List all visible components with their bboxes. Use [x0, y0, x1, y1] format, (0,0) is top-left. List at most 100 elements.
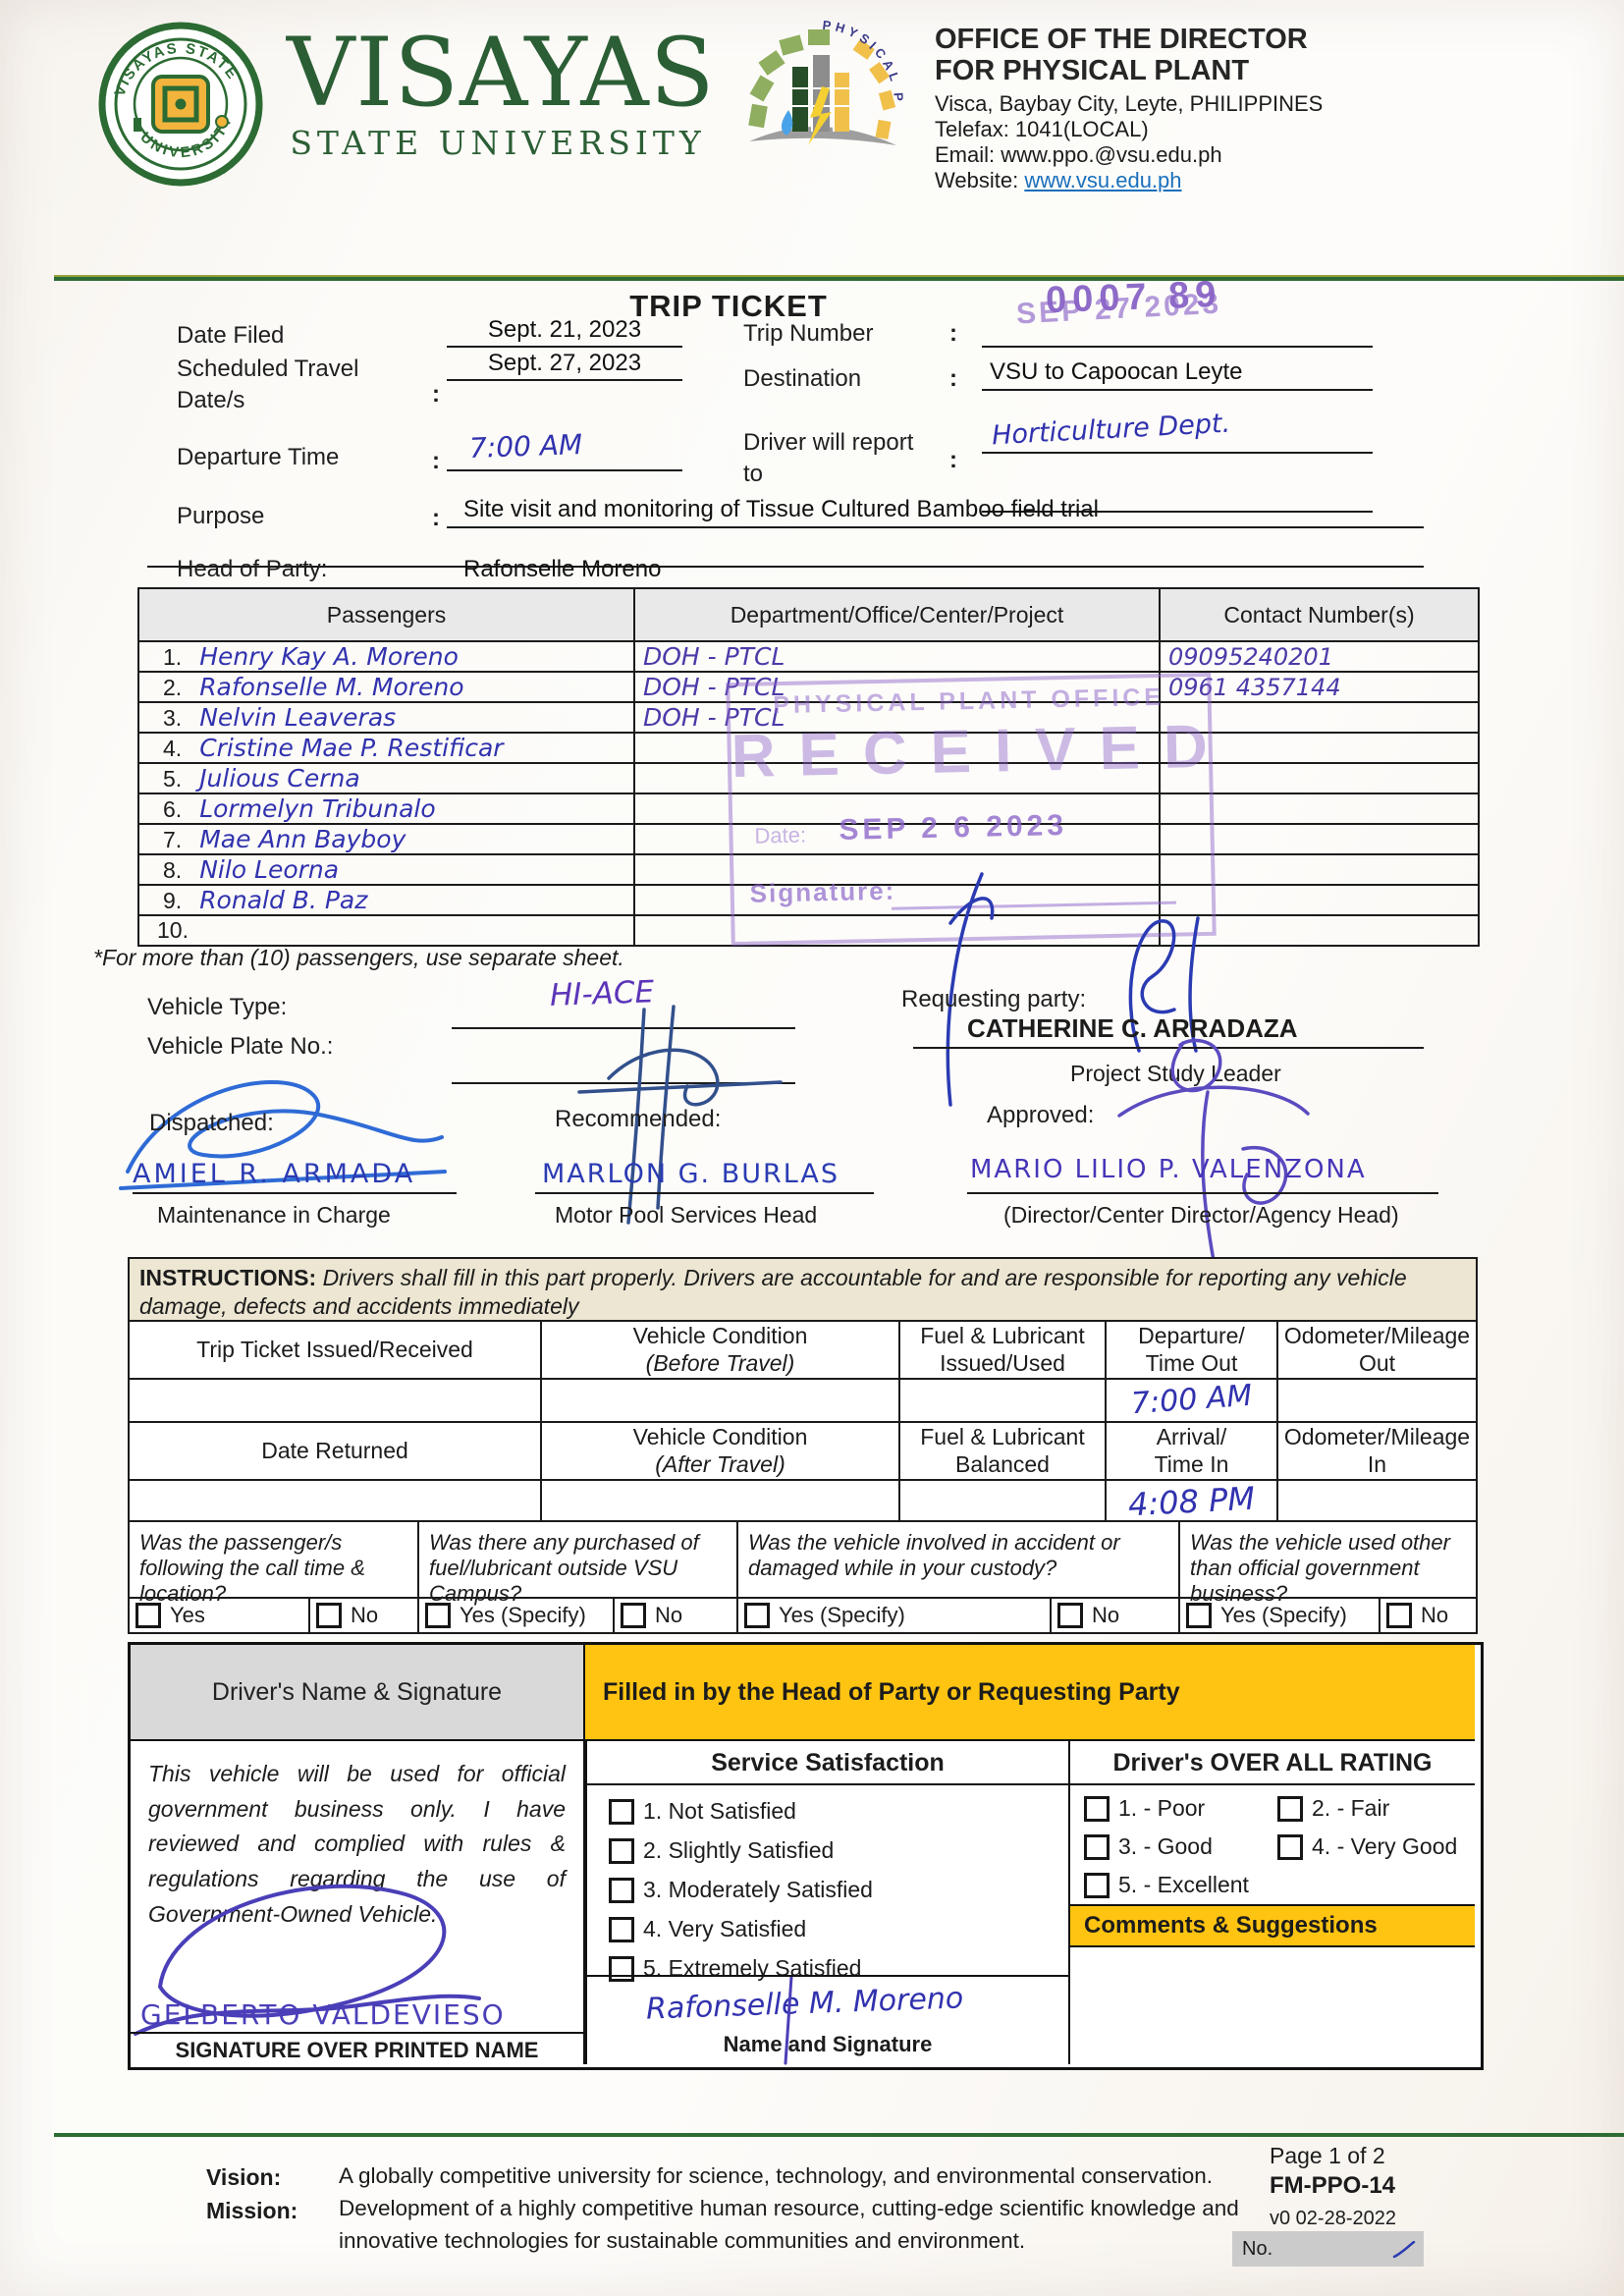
instructions-title: INSTRUCTIONS:: [139, 1265, 317, 1290]
cell-empty: [898, 1378, 1107, 1424]
checkbox-yes[interactable]: [1186, 1603, 1212, 1628]
arrival-in-value: 4:08 PM: [1127, 1479, 1256, 1524]
answer-yes: Yes: [130, 1599, 310, 1632]
rating-option: 3. - Good: [1084, 1833, 1277, 1860]
cell-empty: [898, 1479, 1107, 1525]
driver-printed-name: GELBERTO VALDEVIESO: [140, 1998, 506, 2031]
header-departure-time-out: Departure/Time Out: [1105, 1319, 1278, 1381]
form-version: v0 02-28-2022: [1270, 2208, 1396, 2229]
cell-department: [633, 914, 1161, 947]
rating-option: 4. - Very Good: [1277, 1833, 1471, 1860]
passenger-contact: 09095240201: [1168, 642, 1333, 671]
report-line: [982, 452, 1373, 454]
cell-departure-value: 7:00 AM: [1105, 1378, 1278, 1424]
form-code: FM-PPO-14: [1270, 2172, 1396, 2199]
cell-department: DOH - PTCL: [633, 640, 1161, 673]
question-answers: Yes (Specify) No: [1180, 1597, 1476, 1632]
rating-option: 5. - Excellent: [1084, 1872, 1277, 1898]
option-label: 1. - Poor: [1118, 1795, 1206, 1821]
question-group-fuel-purchase: Was there any purchased of fuel/lubrican…: [419, 1522, 738, 1632]
checkbox-slightly-satisfied[interactable]: [609, 1837, 634, 1864]
dispatched-name: AMIEL R. ARMADA: [133, 1159, 416, 1189]
passenger-dept: DOH - PTCL: [643, 703, 785, 732]
passenger-contact: 0961 4357144: [1168, 673, 1341, 701]
cell-empty: [128, 1479, 542, 1525]
approved-line: [967, 1192, 1438, 1194]
checkbox-no[interactable]: [316, 1603, 342, 1628]
col-header-passengers: Passengers: [137, 587, 635, 642]
passenger-name: Rafonselle M. Moreno: [199, 673, 464, 701]
satisfaction-option: 4. Very Satisfied: [609, 1916, 1068, 1942]
website-label: Website:: [935, 167, 1019, 192]
questions-table: Was the passenger/s following the call t…: [128, 1520, 1478, 1634]
page-number: Page 1 of 2: [1270, 2143, 1385, 2168]
head-of-party-label: Head of Party:: [177, 556, 328, 582]
email-value: www.ppo.@vsu.edu.ph: [1001, 141, 1222, 167]
party-name-divider: [587, 1975, 1068, 1977]
checkbox-moderately-satisfied[interactable]: [609, 1877, 634, 1903]
checkbox-excellent[interactable]: [1084, 1872, 1110, 1898]
office-info-block: OFFICE OF THE DIRECTOR FOR PHYSICAL PLAN…: [935, 24, 1485, 193]
checkbox-good[interactable]: [1084, 1833, 1110, 1860]
cell-contact: [1159, 823, 1480, 855]
log-data-row-in: 4:08 PM: [128, 1479, 1478, 1525]
checkbox-not-satisfied[interactable]: [609, 1798, 634, 1825]
passenger-name: Nelvin Leaveras: [199, 703, 397, 732]
office-telefax: Telefax: 1041(LOCAL): [935, 116, 1149, 141]
answer-no: No: [1380, 1599, 1476, 1632]
office-email: Email: www.ppo.@vsu.edu.ph: [935, 142, 1485, 168]
cell-department: DOH - PTCL: [633, 671, 1161, 703]
wordmark-visayas: VISAYAS: [287, 18, 716, 128]
trip-number-colon: :: [949, 320, 957, 347]
header-date-returned: Date Returned: [128, 1421, 542, 1482]
passenger-name: Julious Cerna: [199, 764, 360, 793]
answer-label: No: [1421, 1603, 1449, 1627]
scheduled-line: [447, 379, 682, 381]
instructions-banner: INSTRUCTIONS: Drivers shall fill in this…: [128, 1257, 1478, 1328]
checkbox-no[interactable]: [1386, 1603, 1412, 1628]
checkbox-no[interactable]: [621, 1603, 646, 1628]
cell-empty: [1276, 1479, 1478, 1525]
row-number: 6.: [163, 796, 183, 822]
checkbox-very-satisfied[interactable]: [609, 1916, 634, 1942]
purpose-blank-line: [147, 566, 1424, 568]
header-odometer-out: Odometer/Mileage Out: [1276, 1319, 1478, 1381]
website-link[interactable]: www.vsu.edu.ph: [1024, 167, 1182, 192]
cell-passenger: 6. Lormelyn Tribunalo: [137, 793, 635, 825]
row-number: 5.: [163, 766, 183, 792]
checkbox-yes[interactable]: [744, 1603, 770, 1628]
checkbox-fair[interactable]: [1277, 1795, 1303, 1822]
checkbox-yes[interactable]: [135, 1603, 161, 1628]
answer-label: Yes (Specify): [1220, 1603, 1347, 1627]
checkbox-yes[interactable]: [425, 1603, 451, 1628]
driver-statement-cell: This vehicle will be used for official g…: [131, 1739, 585, 2064]
footer-rule: [54, 2133, 1624, 2137]
departure-out-value: 7:00 AM: [1129, 1378, 1254, 1422]
checkbox-poor[interactable]: [1084, 1795, 1110, 1822]
checkbox-no[interactable]: [1057, 1603, 1083, 1628]
header-trip-ticket-issued: Trip Ticket Issued/Received: [128, 1319, 542, 1381]
destination-value: VSU to Capoocan Leyte: [990, 358, 1243, 385]
email-label: Email:: [935, 141, 996, 167]
checkbox-extremely-satisfied[interactable]: [609, 1955, 634, 1982]
cell-passenger: 5. Julious Cerna: [137, 762, 635, 794]
recommended-name: MARLON G. BURLAS: [542, 1159, 840, 1189]
cell-empty: [540, 1479, 900, 1525]
mission-text: Development of a highly competitive huma…: [339, 2196, 1239, 2253]
cell-department: [633, 793, 1161, 825]
question-group-call-time: Was the passenger/s following the call t…: [130, 1522, 419, 1632]
dispatched-label: Dispatched:: [149, 1110, 274, 1136]
signature-over-printed-name-label: SIGNATURE OVER PRINTED NAME: [175, 2038, 539, 2062]
driver-rating-section: Driver's Name & Signature Filled in by t…: [128, 1642, 1484, 2070]
report-colon: :: [949, 447, 957, 473]
row-number: 10.: [157, 917, 189, 943]
vehicle-type-label: Vehicle Type:: [147, 994, 288, 1020]
checkbox-very-good[interactable]: [1277, 1833, 1303, 1860]
table-row: 9. Ronald B. Paz: [137, 884, 1480, 916]
passenger-name: Mae Ann Bayboy: [199, 825, 406, 853]
purpose-line: [447, 526, 1424, 528]
dispatched-line: [133, 1192, 457, 1194]
requesting-party-line: [913, 1047, 1424, 1049]
date-filed-value: Sept. 21, 2023: [487, 316, 642, 343]
answer-yes: Yes (Specify): [1180, 1599, 1380, 1632]
